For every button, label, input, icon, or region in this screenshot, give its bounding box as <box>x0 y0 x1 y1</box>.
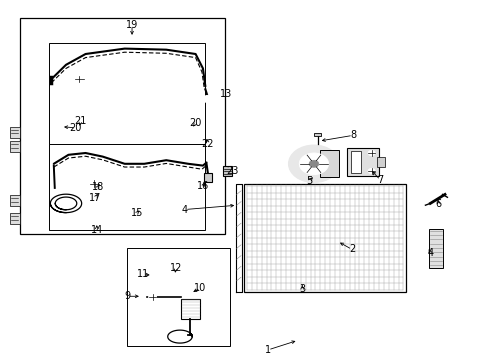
Text: 16: 16 <box>196 181 209 192</box>
Circle shape <box>72 75 84 84</box>
Bar <box>181 299 200 319</box>
Text: 5: 5 <box>306 176 312 186</box>
Circle shape <box>367 168 374 174</box>
Text: 19: 19 <box>125 20 138 30</box>
Text: 22: 22 <box>201 139 214 149</box>
Circle shape <box>171 285 179 291</box>
Text: 17: 17 <box>89 193 102 203</box>
Text: 23: 23 <box>226 166 239 176</box>
Circle shape <box>148 294 156 300</box>
Text: 11: 11 <box>137 269 149 279</box>
Text: 14: 14 <box>90 225 103 235</box>
Circle shape <box>203 95 212 103</box>
Circle shape <box>136 211 142 216</box>
Bar <box>204 173 211 182</box>
Circle shape <box>299 153 328 175</box>
Text: 1: 1 <box>264 345 270 355</box>
Text: 8: 8 <box>349 130 355 140</box>
Text: 6: 6 <box>435 199 441 210</box>
Text: 2: 2 <box>348 244 354 255</box>
Bar <box>223 166 231 176</box>
Text: 4: 4 <box>427 248 432 258</box>
Bar <box>49 144 205 230</box>
Bar <box>10 195 20 206</box>
Text: 15: 15 <box>130 208 143 218</box>
Text: 13: 13 <box>219 89 232 99</box>
Bar <box>350 151 360 173</box>
Text: 7: 7 <box>377 175 383 185</box>
Circle shape <box>308 160 318 167</box>
Text: 20: 20 <box>69 123 82 133</box>
Bar <box>49 43 205 144</box>
Bar <box>127 248 229 346</box>
Text: 21: 21 <box>74 116 87 126</box>
Bar <box>346 148 378 176</box>
Circle shape <box>90 169 100 176</box>
Bar <box>244 184 405 292</box>
Text: 10: 10 <box>194 283 206 293</box>
Text: 18: 18 <box>91 182 104 192</box>
Circle shape <box>146 305 152 309</box>
Bar <box>10 127 20 138</box>
Circle shape <box>75 76 83 82</box>
Bar <box>10 213 20 224</box>
Circle shape <box>288 145 339 183</box>
Text: 9: 9 <box>124 291 130 301</box>
Bar <box>314 133 321 136</box>
Circle shape <box>367 150 374 156</box>
Bar <box>319 150 339 177</box>
Text: 20: 20 <box>189 118 202 128</box>
Text: 12: 12 <box>169 263 182 273</box>
Bar <box>10 141 20 152</box>
Circle shape <box>90 180 99 187</box>
Text: 3: 3 <box>299 284 305 294</box>
Bar <box>376 157 385 167</box>
Text: 4: 4 <box>182 204 187 215</box>
Bar <box>428 229 442 268</box>
Bar <box>20 18 224 234</box>
